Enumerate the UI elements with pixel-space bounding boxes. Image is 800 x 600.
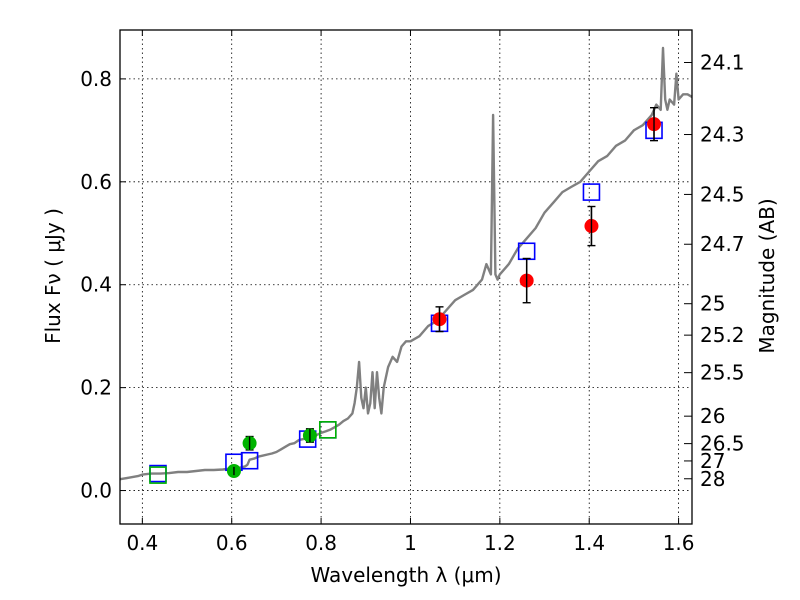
y-tick-label: 0.0 bbox=[80, 479, 112, 503]
y-axis-right-title: Magnitude (AB) bbox=[755, 198, 779, 353]
mag-tick-label: 28 bbox=[700, 467, 725, 491]
x-tick-label: 1.2 bbox=[484, 531, 516, 555]
mag-tick-label: 24.5 bbox=[700, 182, 745, 206]
photometry-square bbox=[582, 183, 601, 201]
y-tick-label: 0.4 bbox=[80, 273, 112, 297]
spectrum-layer bbox=[119, 46, 693, 481]
y-axis-title: Flux Fν ( μJy ) bbox=[41, 208, 65, 344]
mag-tick-label: 24.1 bbox=[700, 51, 745, 75]
x-tick-label: 0.4 bbox=[126, 531, 158, 555]
mag-tick-label: 26 bbox=[700, 404, 725, 428]
mag-tick-label: 24.7 bbox=[700, 232, 745, 256]
mag-tick-label: 25.5 bbox=[700, 361, 745, 385]
y-tick-label: 0.8 bbox=[80, 67, 112, 91]
x-axis-title: Wavelength λ (μm) bbox=[310, 563, 501, 587]
model-spectrum-line bbox=[119, 46, 693, 481]
mag-tick-label: 25 bbox=[700, 292, 725, 316]
x-tick-label: 1.6 bbox=[663, 531, 695, 555]
x-tick-label: 0.6 bbox=[216, 531, 248, 555]
photometry-square bbox=[149, 466, 167, 484]
y-tick-label: 0.6 bbox=[80, 170, 112, 194]
markers-layer bbox=[149, 107, 663, 484]
grid bbox=[120, 30, 692, 524]
photometry-square bbox=[240, 451, 259, 470]
x-tick-label: 0.8 bbox=[305, 531, 337, 555]
mag-tick-label: 25.2 bbox=[700, 323, 745, 347]
ticks-layer: 0.4 0.6 0.8 1 1.2 1.4 1.6 0.0 0.2 0.4 0.6 0.8 24.1 24… bbox=[80, 30, 745, 555]
y-tick-label: 0.2 bbox=[80, 376, 112, 400]
plot-frame bbox=[119, 29, 693, 525]
mag-tick-label: 26.5 bbox=[700, 432, 745, 456]
mag-tick-label: 24.3 bbox=[700, 123, 745, 147]
x-tick-label: 1.4 bbox=[573, 531, 605, 555]
x-tick-label: 1 bbox=[404, 531, 417, 555]
photometry-square bbox=[318, 421, 337, 439]
mag-tick-label: 27 bbox=[700, 449, 725, 473]
